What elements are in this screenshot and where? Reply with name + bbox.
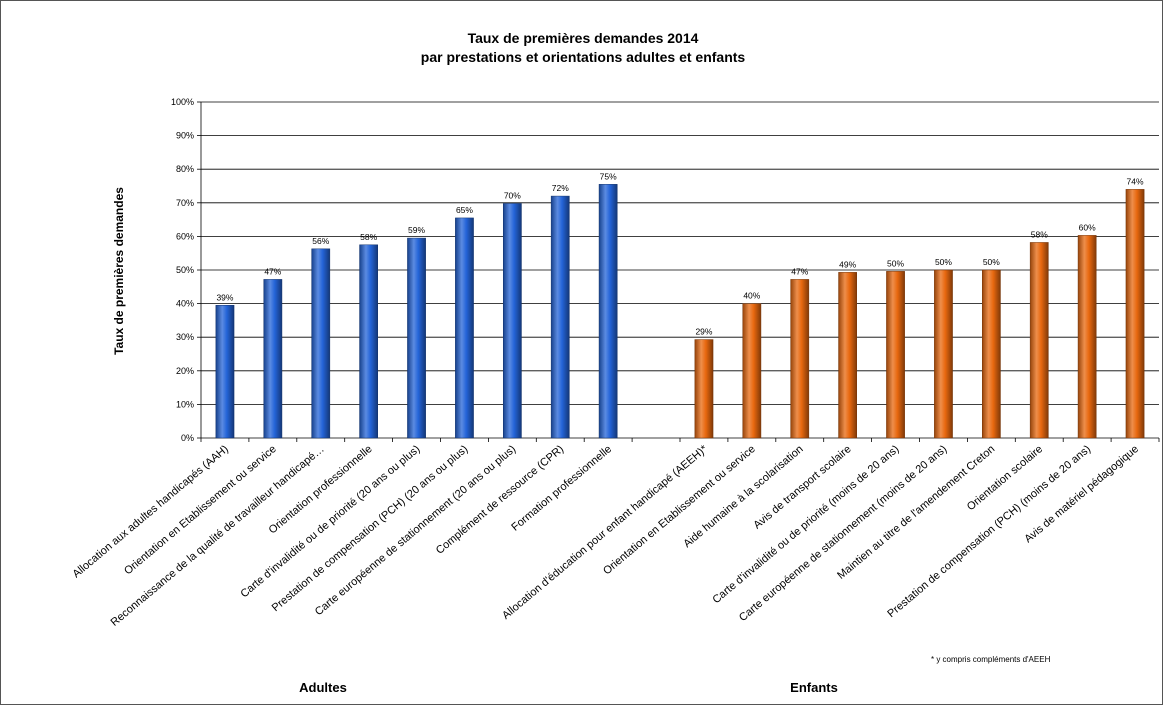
data-label: 60% xyxy=(1079,222,1096,232)
data-label: 29% xyxy=(695,327,712,337)
data-label: 49% xyxy=(839,259,856,269)
data-label: 58% xyxy=(1031,229,1048,239)
bar xyxy=(1077,235,1097,439)
data-label: 50% xyxy=(887,258,904,268)
bar xyxy=(694,339,714,439)
bar xyxy=(407,237,426,439)
bar xyxy=(215,305,235,439)
y-tick-label: 20% xyxy=(176,366,194,376)
x-category-label: Formation professionnelle xyxy=(509,443,614,534)
bar xyxy=(886,271,905,439)
bar xyxy=(359,244,379,439)
x-category-label: Avis de transport scolaire xyxy=(751,443,853,531)
x-category-label: Reconnaissance de la qualité de travaill… xyxy=(109,443,327,629)
data-label: 47% xyxy=(264,266,281,276)
y-tick-label: 0% xyxy=(181,433,194,443)
data-label: 50% xyxy=(983,257,1000,267)
plot-area: 0%10%20%30%40%50%60%70%80%90%100%39%Allo… xyxy=(70,97,1160,629)
bar xyxy=(598,184,618,439)
bar xyxy=(981,269,1001,439)
y-tick-label: 60% xyxy=(176,231,194,241)
y-tick-label: 80% xyxy=(176,164,194,174)
y-axis-label: Taux de premières demandes xyxy=(112,187,126,355)
bar xyxy=(790,279,810,439)
y-tick-label: 50% xyxy=(176,265,194,275)
data-label: 72% xyxy=(552,183,569,193)
bar xyxy=(742,303,762,439)
bar xyxy=(1029,242,1049,439)
x-category-label: Carte d'invalidité ou de priorité (20 an… xyxy=(238,443,422,600)
y-tick-label: 70% xyxy=(176,198,194,208)
data-label: 39% xyxy=(216,292,233,302)
data-label: 40% xyxy=(743,291,760,301)
footnote: * y compris compléments d'AEEH xyxy=(931,655,1051,664)
data-label: 56% xyxy=(312,236,329,246)
y-tick-label: 10% xyxy=(176,399,194,409)
data-label: 65% xyxy=(456,205,473,215)
data-label: 59% xyxy=(408,225,425,235)
bar xyxy=(455,217,474,439)
group-label-adultes: Adultes xyxy=(299,680,347,695)
chart-title: Taux de premières demandes 2014 xyxy=(468,30,699,46)
data-label: 70% xyxy=(504,190,521,200)
bar xyxy=(934,269,953,439)
bar xyxy=(838,272,858,439)
data-label: 50% xyxy=(935,257,952,267)
y-tick-label: 30% xyxy=(176,332,194,342)
bar xyxy=(550,195,570,439)
data-label: 58% xyxy=(360,232,377,242)
data-label: 74% xyxy=(1127,176,1144,186)
y-tick-label: 100% xyxy=(171,97,194,107)
bar xyxy=(263,279,283,439)
bar xyxy=(311,248,331,439)
data-label: 47% xyxy=(791,266,808,276)
y-tick-label: 90% xyxy=(176,131,194,141)
chart-subtitle: par prestations et orientations adultes … xyxy=(421,49,746,65)
group-label-enfants: Enfants xyxy=(790,680,838,695)
data-label: 75% xyxy=(600,171,617,181)
bar xyxy=(1125,189,1145,439)
bar xyxy=(502,203,522,439)
y-tick-label: 40% xyxy=(176,299,194,309)
